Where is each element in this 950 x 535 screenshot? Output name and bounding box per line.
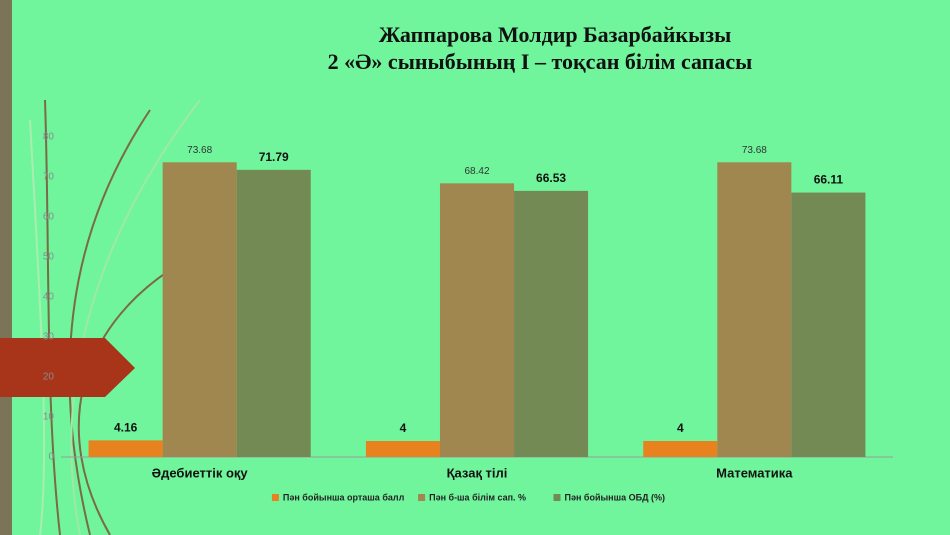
- x-tick-label: Әдебиеттік оқу: [152, 465, 249, 480]
- bar: [643, 441, 718, 457]
- y-tick-label: 20: [43, 372, 55, 383]
- legend-swatch: [418, 494, 426, 501]
- legend-swatch: [271, 494, 279, 501]
- legend-swatch: [553, 494, 561, 501]
- data-label: 73.68: [742, 145, 767, 156]
- y-tick-label: 0: [48, 452, 54, 463]
- y-tick-label: 30: [43, 332, 55, 343]
- data-label: 4: [677, 421, 684, 435]
- y-tick-label: 60: [43, 212, 55, 223]
- y-tick-label: 50: [43, 252, 55, 263]
- legend-label: Пән бойынша орташа балл: [283, 492, 405, 502]
- legend-label: Пән бойынша ОБД (%): [565, 492, 666, 502]
- bar: [365, 441, 440, 457]
- y-tick-label: 40: [43, 292, 55, 303]
- bar: [236, 169, 311, 457]
- data-label: 4: [400, 421, 407, 435]
- bar: [717, 162, 792, 457]
- chart-subtitle: 2 «Ә» сыныбының I – тоқсан білім сапасы: [328, 49, 753, 74]
- data-label: 66.53: [536, 171, 566, 185]
- decoration: [0, 0, 201, 535]
- bar: [791, 192, 866, 457]
- y-tick-label: 70: [43, 172, 55, 183]
- data-label: 68.42: [464, 166, 489, 177]
- data-label: 4.16: [114, 421, 138, 435]
- x-tick-label: Математика: [716, 465, 793, 480]
- data-label: 66.11: [814, 173, 844, 187]
- y-tick-label: 10: [43, 412, 55, 423]
- data-label: 71.79: [259, 150, 289, 164]
- legend-label: Пән б-ша білім сап. %: [429, 492, 526, 502]
- bar: [162, 162, 237, 457]
- y-tick-label: 80: [43, 132, 55, 143]
- bar: [439, 183, 515, 457]
- chart-title: Жаппарова Молдир Базарбайкызы: [379, 22, 732, 47]
- bar: [514, 190, 589, 457]
- data-label: 73.68: [187, 145, 212, 156]
- x-tick-label: Қазақ тілі: [447, 465, 508, 480]
- bar: [88, 440, 163, 457]
